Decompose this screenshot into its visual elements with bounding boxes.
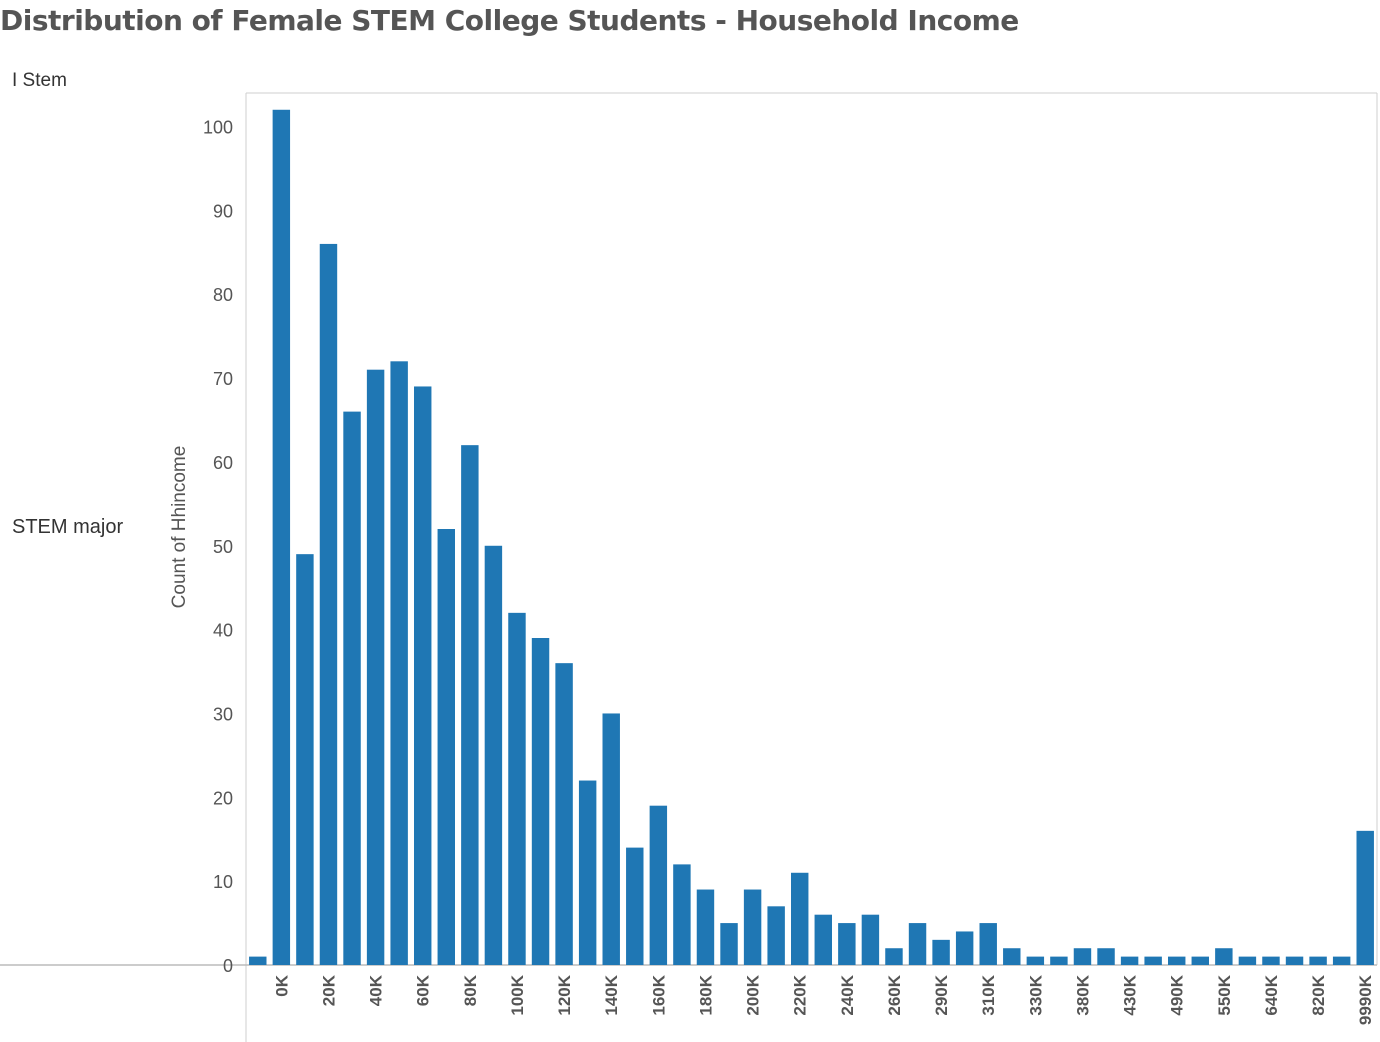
bar xyxy=(885,948,903,965)
bar xyxy=(1120,956,1139,965)
bar xyxy=(602,713,620,965)
y-tick-label: 10 xyxy=(213,872,233,892)
bar xyxy=(626,847,644,965)
bar xyxy=(437,529,455,965)
x-tick-label: 100K xyxy=(508,974,527,1015)
bar xyxy=(1168,956,1186,965)
bar xyxy=(390,361,408,965)
bar xyxy=(767,906,785,965)
y-axis-ticks: 0 10 20 30 40 50 60 70 80 90 100 xyxy=(203,118,233,976)
bar xyxy=(1050,956,1068,965)
bar xyxy=(1285,956,1304,965)
y-tick-label: 80 xyxy=(213,285,233,305)
x-tick-label: 640K xyxy=(1262,974,1281,1015)
bar xyxy=(484,545,503,965)
x-tick-label: 220K xyxy=(791,974,810,1015)
bar xyxy=(1144,956,1162,965)
bar xyxy=(531,638,550,965)
bar xyxy=(555,663,573,965)
x-tick-label: 120K xyxy=(555,974,574,1015)
bar xyxy=(578,780,597,965)
bar xyxy=(1073,948,1092,965)
bar xyxy=(1238,956,1257,965)
bar xyxy=(814,914,832,965)
x-tick-label: 290K xyxy=(932,974,951,1015)
x-tick-label: 160K xyxy=(649,974,668,1015)
x-tick-label: 180K xyxy=(696,974,715,1015)
bar xyxy=(508,612,526,965)
y-tick-label: 0 xyxy=(223,956,233,976)
bar xyxy=(461,445,479,966)
column-header-field: I Stem xyxy=(12,70,67,91)
bar xyxy=(932,939,950,965)
y-tick-label: 60 xyxy=(213,453,233,473)
bars-group xyxy=(249,109,1374,966)
x-tick-label: 550K xyxy=(1215,974,1234,1015)
y-tick-label: 30 xyxy=(213,704,233,724)
x-tick-label: 240K xyxy=(838,974,857,1015)
bar xyxy=(1026,956,1045,965)
x-tick-label: 430K xyxy=(1121,974,1140,1015)
bar xyxy=(1332,956,1351,965)
y-tick-label: 100 xyxy=(203,118,233,138)
x-tick-label: 260K xyxy=(885,974,904,1015)
bar xyxy=(1356,830,1374,965)
y-tick-label: 50 xyxy=(213,537,233,557)
bar xyxy=(908,923,927,965)
bar xyxy=(955,931,974,965)
bar xyxy=(1215,948,1233,965)
bar xyxy=(1191,956,1209,965)
x-tick-label: 20K xyxy=(319,974,338,1006)
bar xyxy=(249,956,267,965)
bar xyxy=(296,554,314,965)
bar xyxy=(861,914,880,965)
bar xyxy=(414,386,432,965)
bar xyxy=(1003,948,1021,965)
bar xyxy=(979,923,997,965)
bar xyxy=(1262,956,1280,965)
x-tick-label: 820K xyxy=(1309,974,1328,1015)
bar xyxy=(1097,948,1115,965)
x-tick-label: 0K xyxy=(272,974,291,996)
bar xyxy=(838,923,856,965)
y-tick-label: 70 xyxy=(213,369,233,389)
bar xyxy=(319,243,338,965)
bar xyxy=(343,411,361,966)
x-tick-label: 60K xyxy=(414,974,433,1006)
x-tick-label: 310K xyxy=(979,974,998,1015)
x-tick-label: 200K xyxy=(744,974,763,1015)
x-tick-label: 40K xyxy=(367,974,386,1006)
x-tick-label: 140K xyxy=(602,974,621,1015)
bar xyxy=(720,923,738,965)
x-axis-ticks: 0K 20K 40K 60K 80K 100K 120K 140K 160K 180K 200K 22… xyxy=(272,974,1375,1025)
bar xyxy=(1309,956,1327,965)
y-axis-label: Count of Hhincome xyxy=(169,446,190,609)
bar xyxy=(272,109,291,966)
bar xyxy=(791,872,809,965)
x-tick-label: 80K xyxy=(461,974,480,1006)
bar xyxy=(366,369,385,965)
x-tick-label: 330K xyxy=(1026,974,1045,1015)
bar xyxy=(743,889,762,965)
y-tick-label: 40 xyxy=(213,621,233,641)
bar xyxy=(673,864,691,965)
row-header-label: STEM major xyxy=(12,516,124,538)
bar xyxy=(649,805,668,965)
x-tick-label: 9990K xyxy=(1356,974,1375,1025)
y-tick-label: 20 xyxy=(213,788,233,808)
x-tick-label: 380K xyxy=(1073,974,1092,1015)
x-tick-label: 490K xyxy=(1168,974,1187,1015)
y-tick-label: 90 xyxy=(213,201,233,221)
chart-title: Distribution of Female STEM College Stud… xyxy=(0,4,1019,37)
bar xyxy=(696,889,715,965)
